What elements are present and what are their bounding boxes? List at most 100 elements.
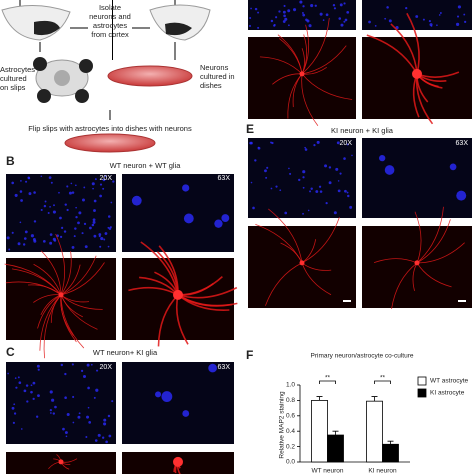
neurite <box>40 250 62 295</box>
nucleus <box>97 433 101 437</box>
nucleus <box>279 189 282 192</box>
nucleus <box>344 189 347 193</box>
nucleus <box>33 191 36 194</box>
neurite <box>373 258 418 264</box>
step-label: from cortex <box>91 30 129 39</box>
nucleus <box>17 376 20 379</box>
nucleus <box>23 389 27 393</box>
nucleus <box>72 421 75 424</box>
y-tick-label: 0.6 <box>286 413 295 420</box>
step-label: Isolate <box>99 3 121 12</box>
neurite <box>406 12 420 75</box>
micrograph <box>248 138 356 218</box>
dish <box>64 133 156 153</box>
nucleus <box>33 220 37 223</box>
nucleus <box>107 215 111 218</box>
nucleus <box>346 143 349 146</box>
neurite <box>272 73 303 85</box>
dish <box>107 65 193 87</box>
nucleus <box>18 381 22 385</box>
error-bar <box>371 396 378 402</box>
nucleus <box>88 421 92 424</box>
soma <box>299 71 305 77</box>
neurite <box>5 281 62 296</box>
nucleus <box>30 390 33 394</box>
nucleus <box>264 169 267 173</box>
nucleus <box>333 211 337 215</box>
error-bar <box>332 430 339 436</box>
nucleus <box>64 396 67 399</box>
nucleus <box>368 20 371 24</box>
nucleus <box>284 17 288 21</box>
slip <box>33 57 47 71</box>
nucleus <box>110 201 113 204</box>
nucleus <box>7 372 9 375</box>
neurites <box>128 241 238 347</box>
nucleus <box>81 232 84 235</box>
nucleus <box>183 213 194 224</box>
nucleus <box>109 226 112 229</box>
nucleus <box>250 141 253 145</box>
nucleus <box>449 163 457 171</box>
nucleus <box>275 16 278 19</box>
nucleus <box>32 397 35 400</box>
neurites <box>48 454 78 470</box>
nucleus <box>103 422 107 426</box>
micrographs <box>4 0 472 474</box>
nucleus <box>379 154 386 162</box>
nucleus <box>328 181 332 185</box>
nucleus <box>347 194 350 198</box>
nucleus <box>343 20 346 23</box>
nucleus <box>283 4 286 8</box>
nucleus <box>349 205 353 209</box>
nucleus <box>302 212 304 215</box>
nucleus <box>464 20 467 24</box>
neurite <box>301 73 353 100</box>
brain-region <box>34 20 60 36</box>
slip <box>79 59 93 73</box>
nucleus <box>340 23 344 27</box>
nucleus <box>59 216 62 220</box>
neurite <box>366 34 418 75</box>
magnification: 20X <box>100 364 113 371</box>
magnification: 20X <box>340 140 353 147</box>
nucleus <box>64 372 67 376</box>
nucleus <box>335 167 339 171</box>
nucleus <box>104 232 108 235</box>
nucleus <box>52 210 57 214</box>
nucleus <box>24 230 28 234</box>
nucleus <box>90 363 93 366</box>
nucleus <box>388 19 392 23</box>
nucleus <box>93 234 97 238</box>
neurite <box>55 233 65 296</box>
nucleus <box>102 187 105 190</box>
nucleus <box>70 182 73 185</box>
nucleus <box>302 176 305 179</box>
nucleus <box>66 185 69 188</box>
neurites <box>259 18 353 126</box>
nucleus <box>309 190 312 193</box>
nucleus <box>68 191 72 195</box>
micrograph <box>248 226 356 308</box>
nucleus <box>48 176 52 179</box>
neurite <box>60 262 105 296</box>
nucleus <box>182 410 190 417</box>
error-bar <box>316 396 323 401</box>
step-label: Flip slips with astrocytes into dishes w… <box>28 124 192 133</box>
neurite <box>301 73 319 126</box>
nucleus <box>270 19 274 23</box>
nucleus <box>257 11 260 14</box>
panel-label: E <box>246 122 254 136</box>
magnification: 63X <box>218 175 231 182</box>
magnification: 63X <box>456 140 469 147</box>
nucleus <box>325 202 328 205</box>
step-label: neurons and <box>89 12 131 21</box>
nucleus <box>54 405 57 409</box>
nucleus <box>26 400 29 403</box>
neurite <box>268 208 303 263</box>
nucleus <box>92 187 94 190</box>
neurite <box>60 294 98 330</box>
nucleus <box>12 421 15 424</box>
nucleus <box>436 24 438 27</box>
nucleus <box>98 233 102 236</box>
